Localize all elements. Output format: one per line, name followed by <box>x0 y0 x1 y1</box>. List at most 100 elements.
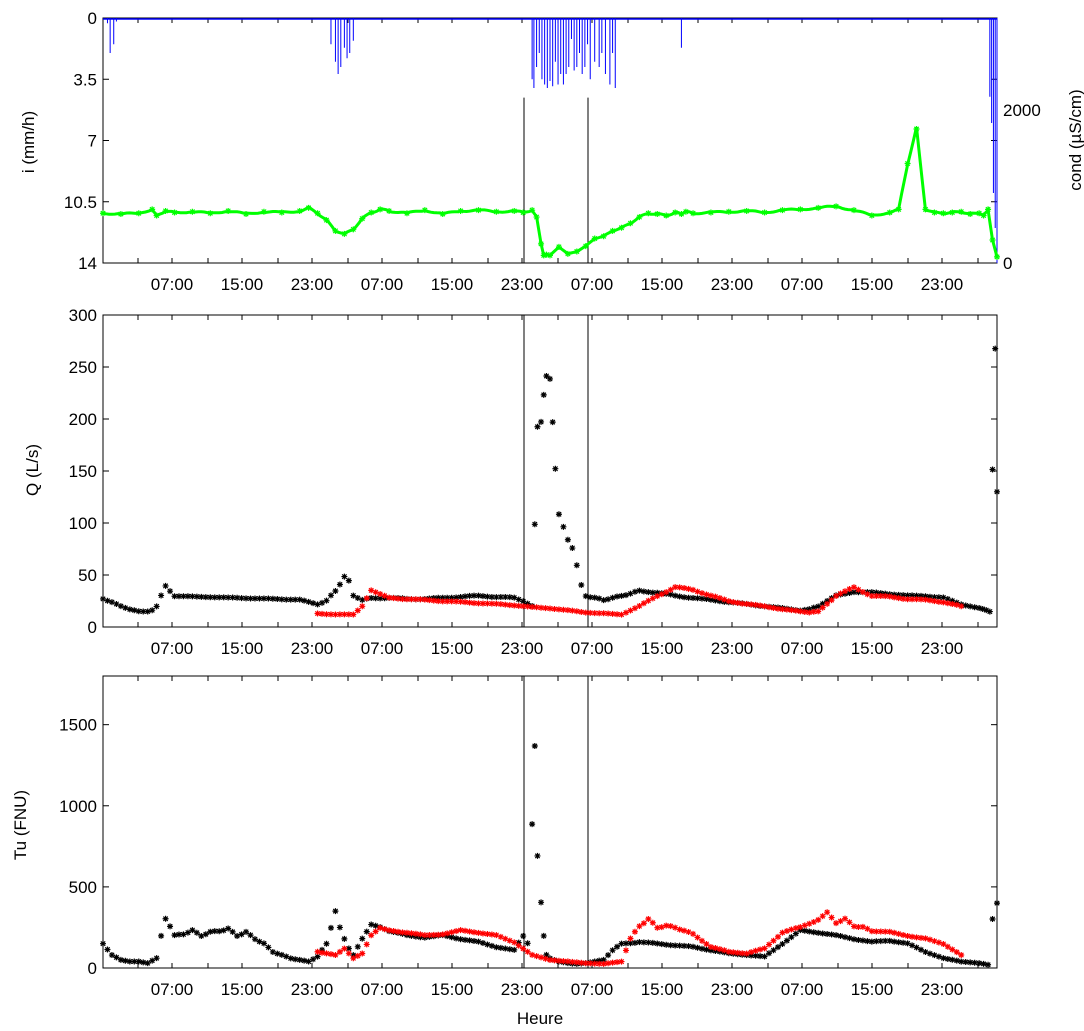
middle-point <box>640 588 647 595</box>
middle-point <box>225 594 232 601</box>
top-cond-point <box>403 210 410 217</box>
bottom-ytick-label: 1500 <box>59 716 97 735</box>
top-cond-point <box>636 214 643 221</box>
bottom-point <box>748 952 755 959</box>
middle-ytick-label: 0 <box>88 618 97 637</box>
middle-point <box>672 592 679 599</box>
middle-point <box>184 593 191 600</box>
middle-point <box>600 610 607 617</box>
bottom-point <box>117 956 124 963</box>
bottom-point <box>511 939 518 946</box>
bottom-point <box>962 959 969 966</box>
top-cond-point <box>332 227 339 234</box>
middle-point <box>672 584 679 591</box>
top-cond-point <box>913 126 920 133</box>
bottom-point <box>828 914 835 921</box>
bottom-point <box>766 941 773 948</box>
middle-point <box>931 598 938 605</box>
top-cond-point <box>967 211 974 217</box>
top-cond-point <box>153 212 160 219</box>
middle-point <box>783 606 790 613</box>
middle-point <box>511 594 518 601</box>
top-cond-point <box>135 210 142 217</box>
middle-point <box>685 585 692 592</box>
middle-point <box>247 595 254 602</box>
middle-point <box>555 511 562 518</box>
bottom-point <box>922 948 929 955</box>
bottom-xtick-label: 23:00 <box>291 980 334 999</box>
bottom-point <box>774 933 781 940</box>
middle-point <box>506 594 513 601</box>
bottom-point <box>444 930 451 937</box>
top-cond-point <box>314 210 321 217</box>
bottom-point <box>631 939 638 946</box>
bottom-ylabel: Tu (FNU) <box>11 790 30 860</box>
middle-point <box>314 601 321 608</box>
bottom-point <box>484 941 491 948</box>
middle-point <box>345 611 352 618</box>
bottom-xtick-label: 23:00 <box>711 980 754 999</box>
bottom-point <box>622 940 629 947</box>
top-cond-point <box>868 212 875 219</box>
middle-point <box>287 596 294 603</box>
middle-point <box>824 600 831 607</box>
bottom-point <box>278 951 285 958</box>
middle-point <box>479 593 486 600</box>
middle-point <box>596 595 603 602</box>
top-xtick-label: 15:00 <box>641 275 684 294</box>
top-cond-point <box>100 210 106 217</box>
top-cond-point <box>654 211 661 217</box>
bottom-point <box>479 930 486 937</box>
bottom-point <box>940 955 947 962</box>
top-ytick-label: 3.5 <box>73 70 97 89</box>
bottom-point <box>538 899 545 906</box>
top-xtick-label: 23:00 <box>501 275 544 294</box>
middle-point <box>846 586 853 592</box>
middle-point <box>913 596 920 603</box>
bottom-point <box>926 936 933 943</box>
bottom-point <box>949 956 956 963</box>
bottom-plot-frame <box>102 675 998 969</box>
middle-point <box>471 600 478 607</box>
bottom-point <box>913 934 920 941</box>
top-cond-point <box>618 224 625 231</box>
bottom-point <box>694 944 701 951</box>
bottom-point <box>779 929 786 936</box>
bottom-point <box>783 928 790 935</box>
middle-point <box>484 593 491 600</box>
bottom-point <box>918 946 925 953</box>
middle-point <box>542 605 549 612</box>
bottom-point <box>810 929 817 936</box>
bottom-point <box>721 947 728 954</box>
bottom-point <box>658 924 665 931</box>
bottom-point <box>631 928 638 935</box>
top-cond-point <box>989 237 996 244</box>
bottom-point <box>390 927 397 934</box>
bottom-point <box>564 958 571 965</box>
bottom-point <box>600 960 607 967</box>
bottom-point <box>855 936 862 943</box>
middle-point <box>435 598 442 605</box>
middle-point <box>564 536 571 543</box>
middle-point <box>868 593 875 600</box>
middle-point <box>909 592 916 599</box>
top-cond-point <box>886 209 893 216</box>
bottom-point <box>323 940 330 947</box>
bottom-point <box>243 928 250 935</box>
top-cond-point <box>985 206 992 213</box>
middle-point <box>430 597 437 604</box>
middle-point <box>417 596 424 603</box>
bottom-point <box>774 944 781 951</box>
bottom-point <box>202 931 209 938</box>
middle-point <box>448 598 455 605</box>
bottom-point <box>582 960 589 967</box>
bottom-point <box>395 928 402 935</box>
middle-ytick-label: 50 <box>78 566 97 585</box>
middle-xtick-label: 23:00 <box>291 639 334 658</box>
bottom-point <box>412 930 419 937</box>
top-cond-point <box>931 209 938 216</box>
middle-point <box>301 597 308 604</box>
middle-point <box>265 595 272 602</box>
bottom-point <box>904 933 911 940</box>
bottom-point <box>453 935 460 942</box>
